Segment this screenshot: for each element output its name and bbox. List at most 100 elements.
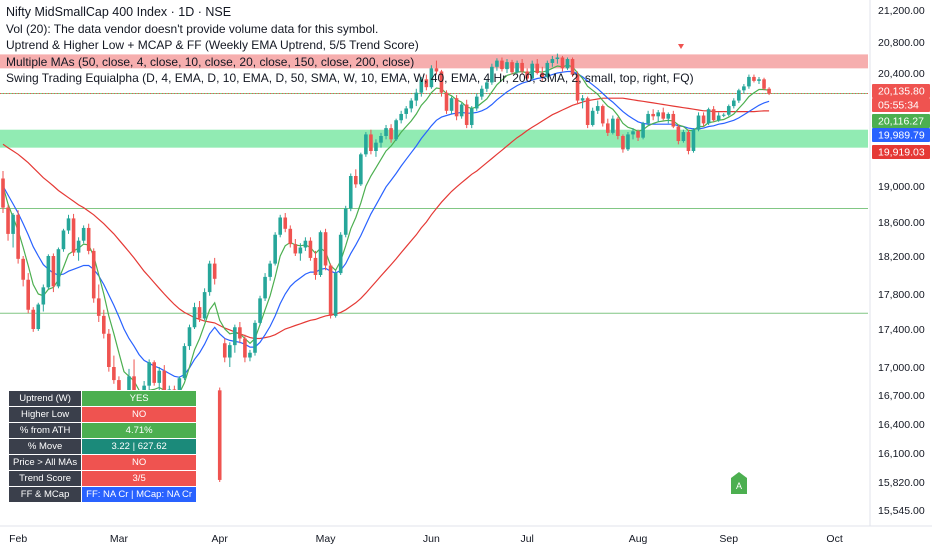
alert-marker-label: A xyxy=(736,481,742,491)
status-label: FF & MCap xyxy=(7,486,83,503)
candle-body xyxy=(288,228,293,245)
indicator-uptrend[interactable]: Uptrend & Higher Low + MCAP & FF (Weekly… xyxy=(6,38,419,52)
candle-body xyxy=(197,307,202,319)
status-value: YES xyxy=(81,390,198,407)
candle-body xyxy=(298,247,303,254)
candle-body xyxy=(233,327,237,346)
candle-body xyxy=(585,98,590,125)
candle-body xyxy=(595,106,600,111)
candle-body xyxy=(434,68,439,72)
last-price-tag: 20,135.80 xyxy=(878,86,925,98)
candle-body xyxy=(414,92,419,101)
price-tick-label: 16,100.00 xyxy=(878,448,925,460)
candle-body xyxy=(535,63,540,73)
chart-legend: Nifty MidSmallCap 400 Index · 1D · NSE V… xyxy=(6,4,694,87)
candle-body xyxy=(333,273,338,316)
candle-body xyxy=(6,207,10,234)
candle-body xyxy=(399,113,403,121)
alert-marker-icon[interactable] xyxy=(731,472,747,494)
candle-body xyxy=(419,79,424,93)
candle-body xyxy=(117,380,121,400)
status-label: Uptrend (W) xyxy=(7,390,83,407)
candle-body xyxy=(636,131,640,138)
status-value: NO xyxy=(81,454,198,471)
status-row: Price > All MAs NO xyxy=(7,454,198,471)
candle-body xyxy=(323,232,328,266)
candle-body xyxy=(308,240,313,258)
candle-body xyxy=(16,214,20,259)
candle-body xyxy=(752,76,756,81)
indicator-swing[interactable]: Swing Trading Equialpha (D, 4, EMA, D, 1… xyxy=(6,71,694,85)
time-tick-label: Jun xyxy=(423,533,440,545)
candle-body xyxy=(459,104,464,117)
candle-body xyxy=(293,244,298,254)
candle-body xyxy=(510,62,514,73)
candle-body xyxy=(228,345,232,358)
candle-body xyxy=(409,100,414,109)
candle-body xyxy=(485,82,489,89)
candle-body xyxy=(515,62,519,73)
indicator-mas[interactable]: Multiple MAs (50, close, 4, close, 10, c… xyxy=(6,54,415,69)
status-value: NO xyxy=(81,406,198,423)
status-label: Trend Score xyxy=(7,470,83,487)
candle-body xyxy=(676,126,681,141)
candle-body xyxy=(606,123,610,133)
ma-green-tag: 20,116.27 xyxy=(878,116,924,128)
candle-body xyxy=(278,217,282,235)
candle-body xyxy=(726,106,731,115)
candle-body xyxy=(500,60,504,70)
candle-body xyxy=(721,114,726,116)
candle-body xyxy=(530,63,534,79)
candle-body xyxy=(177,378,182,401)
time-tick-label: Aug xyxy=(629,533,648,545)
price-tick-label: 15,545.00 xyxy=(878,505,925,517)
candle-body xyxy=(379,136,383,143)
candle-body xyxy=(464,104,469,125)
status-row: Uptrend (W) YES xyxy=(7,390,198,407)
status-label: % from ATH xyxy=(7,422,83,439)
candle-body xyxy=(21,258,25,280)
candle-body xyxy=(46,256,51,288)
candle-body xyxy=(283,217,288,229)
candle-body xyxy=(243,338,247,358)
price-tick-label: 15,820.00 xyxy=(878,477,925,489)
candle-body xyxy=(757,79,761,81)
candle-body xyxy=(656,112,660,117)
time-tick-label: Feb xyxy=(9,533,27,545)
ma-red-tag-bg xyxy=(872,145,930,159)
candle-body xyxy=(61,230,66,250)
candle-body xyxy=(474,96,479,109)
countdown-tag: 05:55:34 xyxy=(878,100,919,112)
candle-body xyxy=(36,304,41,329)
candle-body xyxy=(66,218,71,231)
candle-body xyxy=(268,263,272,277)
time-tick-label: Mar xyxy=(110,533,129,545)
candle-body xyxy=(217,390,222,480)
zone-green xyxy=(0,129,868,148)
candle-body xyxy=(711,109,716,121)
candle-body xyxy=(570,59,575,75)
candle-body xyxy=(1,178,5,208)
candle-body xyxy=(81,227,86,241)
ma-blue-tag: 19,989.79 xyxy=(878,130,925,142)
status-row: FF & MCap FF: NA Cr | MCap: NA Cr xyxy=(7,486,198,503)
candle-body xyxy=(555,57,560,60)
candle-body xyxy=(540,73,545,77)
price-tick-label: 17,400.00 xyxy=(878,324,925,336)
status-value: 3/5 xyxy=(81,470,198,487)
ma-slow-line xyxy=(2,97,770,340)
candle-body xyxy=(374,142,378,151)
candle-body xyxy=(495,60,499,67)
chart-title: Nifty MidSmallCap 400 Index · 1D · NSE xyxy=(6,5,232,19)
candle-body xyxy=(480,88,484,97)
candle-body xyxy=(404,108,408,114)
candle-body xyxy=(263,276,267,299)
candle-body xyxy=(96,298,101,316)
candle-body xyxy=(671,113,676,127)
candle-body xyxy=(212,263,217,279)
candle-body xyxy=(454,98,459,117)
candle-body xyxy=(253,322,257,353)
price-tick-label: 17,000.00 xyxy=(878,362,925,374)
candle-body xyxy=(600,106,605,124)
